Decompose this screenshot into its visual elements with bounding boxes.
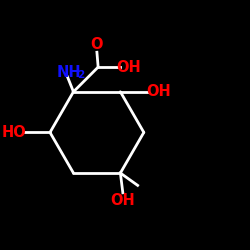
Text: HO: HO xyxy=(2,125,26,140)
Text: NH: NH xyxy=(56,64,81,80)
Text: OH: OH xyxy=(146,84,171,99)
Text: OH: OH xyxy=(117,60,141,74)
Text: OH: OH xyxy=(110,193,135,208)
Text: 2: 2 xyxy=(77,70,84,80)
Text: O: O xyxy=(91,37,103,52)
